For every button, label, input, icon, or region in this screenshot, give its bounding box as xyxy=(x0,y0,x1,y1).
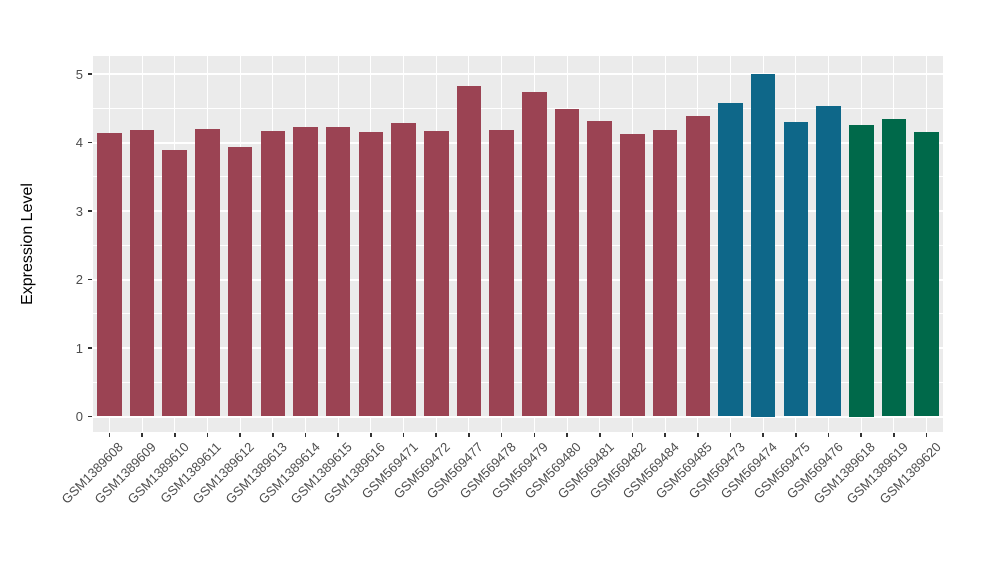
gridline-minor xyxy=(93,176,943,178)
bar-GSM1389619 xyxy=(881,118,907,417)
bar-GSM1389615 xyxy=(325,127,351,417)
y-tick-mark xyxy=(88,278,92,281)
x-tick-mark xyxy=(664,433,666,437)
y-tick-label: 3 xyxy=(75,203,83,219)
bar-GSM569485 xyxy=(685,116,711,417)
gridline-major xyxy=(93,278,943,281)
bar-GSM569477 xyxy=(456,85,482,417)
x-tick-mark xyxy=(468,433,470,437)
gridline-minor xyxy=(93,313,943,315)
y-tick-mark xyxy=(88,415,92,418)
x-tick-mark xyxy=(893,433,895,437)
x-tick-mark xyxy=(598,433,601,437)
bar-GSM569478 xyxy=(489,130,514,417)
bar-GSM569481 xyxy=(587,121,612,417)
x-tick-mark xyxy=(762,433,764,437)
y-axis-title: Expression Level xyxy=(19,183,36,305)
bar-GSM1389609 xyxy=(129,130,155,417)
bar-GSM569479 xyxy=(522,92,547,417)
bar-GSM1389612 xyxy=(227,146,253,417)
gridline-minor xyxy=(93,107,943,109)
bar-GSM569472 xyxy=(424,130,449,417)
bar-GSM569471 xyxy=(391,123,416,417)
bar-GSM569473 xyxy=(718,102,743,417)
bar-GSM1389611 xyxy=(195,129,220,417)
plot-panel xyxy=(93,56,943,432)
bar-GSM569475 xyxy=(783,121,809,417)
x-tick-mark xyxy=(729,433,732,437)
x-tick-mark xyxy=(272,433,274,437)
gridline-minor xyxy=(93,244,943,246)
x-tick-mark xyxy=(500,433,503,437)
y-tick-label: 2 xyxy=(75,272,83,287)
x-tick-mark xyxy=(141,433,143,437)
gridline-major xyxy=(93,415,943,418)
x-tick-mark xyxy=(860,433,863,437)
x-tick-mark xyxy=(925,433,928,437)
bar-GSM569476 xyxy=(816,106,841,417)
bar-GSM569482 xyxy=(620,134,645,417)
bar-GSM569474 xyxy=(750,74,776,417)
x-tick-mark xyxy=(206,433,209,437)
x-tick-mark xyxy=(239,433,241,437)
gridline-major xyxy=(93,141,943,144)
y-tick-mark xyxy=(88,347,92,349)
y-tick-label: 1 xyxy=(75,340,83,356)
bar-GSM569484 xyxy=(652,130,678,417)
bar-GSM1389610 xyxy=(162,150,187,417)
y-tick-mark xyxy=(88,210,92,212)
bar-GSM1389613 xyxy=(260,130,286,417)
y-tick-label: 4 xyxy=(75,135,83,150)
y-tick-label: 5 xyxy=(75,66,83,82)
gridline-major xyxy=(93,210,943,212)
x-tick-mark xyxy=(173,433,176,437)
gridline-major xyxy=(93,73,943,75)
y-tick-mark xyxy=(88,141,92,144)
x-tick-mark xyxy=(795,433,797,437)
x-tick-mark xyxy=(435,433,438,437)
bar-GSM1389616 xyxy=(358,131,384,417)
x-tick-mark xyxy=(370,433,372,437)
x-tick-mark xyxy=(631,433,634,437)
bar-GSM1389618 xyxy=(849,125,874,417)
y-tick-label: 0 xyxy=(75,409,83,424)
x-tick-mark xyxy=(566,433,568,437)
bar-GSM569480 xyxy=(554,108,580,417)
gridline-major xyxy=(93,347,943,349)
x-tick-mark xyxy=(402,433,405,437)
gridline-minor xyxy=(93,381,943,383)
bar-GSM1389614 xyxy=(293,126,318,417)
bar-GSM1389608 xyxy=(97,132,122,417)
x-tick-mark xyxy=(304,433,307,437)
x-tick-mark xyxy=(337,433,339,437)
x-tick-mark xyxy=(697,433,699,437)
bar-GSM1389620 xyxy=(914,131,939,417)
y-tick-mark xyxy=(88,73,92,75)
x-tick-mark xyxy=(108,433,111,437)
x-tick-mark xyxy=(827,433,830,437)
x-tick-mark xyxy=(533,433,536,437)
